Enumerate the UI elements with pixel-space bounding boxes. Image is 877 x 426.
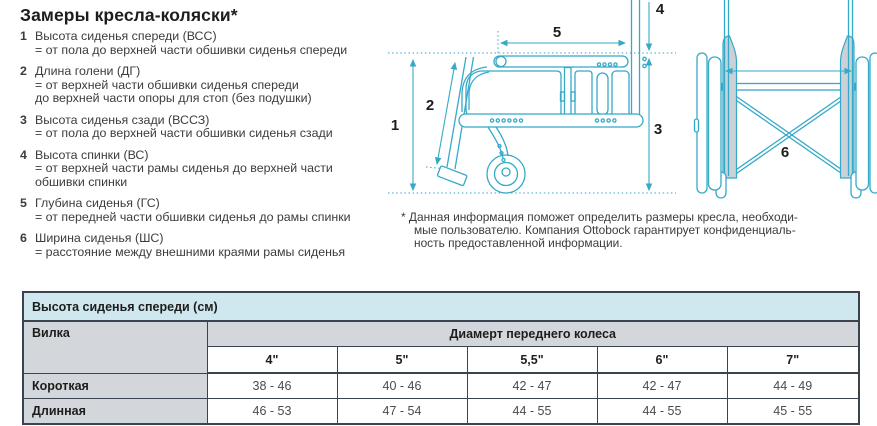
footnote: * Данная информация поможет определить р… bbox=[401, 210, 798, 250]
front-frame-tube bbox=[461, 66, 488, 112]
cross-brace bbox=[729, 91, 849, 179]
row-label: Короткая bbox=[22, 372, 208, 399]
dim-label-4: 4 bbox=[656, 1, 665, 18]
side-guard-panel bbox=[465, 70, 562, 118]
dim-label-5: 5 bbox=[553, 24, 561, 41]
side-guard-panel bbox=[574, 70, 593, 118]
rail-holes bbox=[489, 118, 617, 123]
dim-label-2: 2 bbox=[426, 97, 434, 114]
table-row: Длинная 46 - 53 47 - 54 44 - 55 44 - 55 … bbox=[22, 398, 860, 425]
table-cell: 44 - 55 bbox=[466, 398, 598, 425]
caster-fork bbox=[495, 126, 509, 157]
measurement-number: 5 bbox=[20, 196, 27, 210]
measurement-number: 4 bbox=[20, 147, 27, 162]
measurement-number: 2 bbox=[20, 64, 27, 78]
measurement-name: Длина голени (ДГ) bbox=[35, 64, 141, 78]
axle-notch bbox=[693, 118, 700, 133]
column-header: 4" bbox=[206, 346, 338, 374]
caster-hub bbox=[501, 167, 511, 177]
table-cell: 40 - 46 bbox=[336, 372, 468, 399]
table-cell: 45 - 55 bbox=[726, 398, 860, 425]
caster-wheel bbox=[486, 154, 526, 194]
front-frame-tube bbox=[468, 71, 490, 110]
rear-wheel-tire bbox=[869, 52, 877, 194]
table-row: Короткая 38 - 46 40 - 46 42 - 47 42 - 47… bbox=[22, 372, 860, 399]
measurement-desc: = от пола до верхней части обшивки сиден… bbox=[35, 42, 348, 57]
legrest-tube bbox=[454, 56, 475, 170]
dim-label-6: 6 bbox=[781, 144, 789, 161]
page-title: Замеры кресла-коляски* bbox=[20, 5, 238, 25]
caster-wheel-inner bbox=[493, 161, 519, 187]
measurement-number: 1 bbox=[20, 29, 27, 43]
measurement-name: Высота сиденья сзади (ВССЗ) bbox=[35, 112, 210, 127]
adjustment-hole bbox=[607, 62, 613, 67]
dim-line-2 bbox=[434, 61, 458, 166]
row-label: Длинная bbox=[22, 398, 208, 425]
column-header: 5" bbox=[336, 346, 468, 374]
rear-wheel bbox=[707, 56, 722, 191]
fork-hole bbox=[501, 157, 506, 163]
measurement-name: Высота спинки (ВС) bbox=[35, 147, 149, 162]
table-cell: 44 - 55 bbox=[596, 398, 728, 425]
rear-wheel bbox=[855, 56, 870, 191]
side-guard-panel bbox=[611, 70, 630, 118]
frame-tab bbox=[559, 91, 566, 102]
measurement-name: Глубина сиденья (ГС) bbox=[35, 196, 160, 210]
table-cell: 46 - 53 bbox=[206, 398, 338, 425]
column-header: 7" bbox=[726, 346, 860, 374]
table-cell: 42 - 47 bbox=[466, 372, 598, 399]
table-title-row: Высота сиденья спереди (см) bbox=[22, 291, 860, 322]
adjustment-hole bbox=[613, 62, 618, 67]
table-cell: 44 - 49 bbox=[726, 372, 860, 399]
column-header: 6" bbox=[596, 346, 728, 374]
table-cell: 42 - 47 bbox=[596, 372, 728, 399]
seat-tube bbox=[493, 55, 629, 68]
measurement-number: 3 bbox=[20, 112, 27, 127]
dim-label-1: 1 bbox=[391, 117, 399, 134]
measurement-number: 6 bbox=[20, 231, 27, 245]
table-columns-row: 4" 5" 5,5" 6" 7" bbox=[23, 346, 860, 374]
measurement-name: Ширина сиденья (ШС) bbox=[35, 231, 164, 245]
column-header: 5,5" bbox=[466, 346, 598, 374]
adjustment-hole bbox=[642, 56, 647, 62]
legrest-tube bbox=[446, 56, 467, 168]
table-title: Высота сиденья спереди (см) bbox=[22, 291, 860, 322]
footplate bbox=[436, 165, 468, 187]
measurement-item: 6 Ширина сиденья (ШС) = расстояние между… bbox=[20, 231, 388, 259]
bottom-rail bbox=[458, 113, 644, 128]
measurement-item: 1 Высота сиденья спереди (ВСС) = от пола… bbox=[20, 29, 388, 57]
dim-label-3: 3 bbox=[654, 121, 662, 138]
fork-hole bbox=[497, 143, 502, 149]
frame-capsule bbox=[596, 72, 609, 116]
rear-view bbox=[693, 0, 877, 199]
measurement-desc: = от верхней части рамы сиденья до верхн… bbox=[35, 161, 333, 189]
fork-header: Вилка bbox=[22, 320, 208, 374]
seat-pivot bbox=[495, 55, 507, 68]
side-view bbox=[388, 0, 676, 194]
wheel-diameter-header: Диамерт переднего колеса bbox=[206, 320, 860, 347]
fork-hole bbox=[499, 150, 504, 156]
measurement-list: 1 Высота сиденья спереди (ВСС) = от пола… bbox=[20, 29, 388, 267]
measurement-desc: = от пола до верхней части обшивки сиден… bbox=[35, 126, 333, 140]
measurement-item: 5 Глубина сиденья (ГС) = от передней час… bbox=[20, 196, 388, 224]
caster-fork bbox=[487, 126, 504, 159]
wheelchair-diagram: 1 2 3 4 5 6 bbox=[378, 0, 877, 204]
measurement-item: 2 Длина голени (ДГ) = от верхней части о… bbox=[20, 64, 388, 106]
adjustment-hole bbox=[596, 62, 602, 67]
measurement-desc: = от верхней части обшивки сиденья спере… bbox=[35, 77, 312, 105]
measurement-name: Высота сиденья спереди (ВСС) bbox=[35, 29, 217, 43]
table-cell: 47 - 54 bbox=[336, 398, 468, 425]
adjustment-hole bbox=[642, 63, 647, 69]
frame-connector bbox=[563, 66, 572, 119]
seat-height-table: Высота сиденья спереди (см) Вилка Диамер… bbox=[22, 291, 860, 425]
rear-seat-rail bbox=[721, 82, 856, 91]
measurement-desc: = от передней части обшивки сиденья до р… bbox=[35, 209, 351, 224]
measurement-item: 4 Высота спинки (ВС) = от верхней части … bbox=[20, 147, 388, 190]
measurement-item: 3 Высота сиденья сзади (ВССЗ) = от пола … bbox=[20, 112, 388, 141]
measurement-desc: = расстояние между внешними краями рамы … bbox=[35, 244, 346, 259]
table-cell: 38 - 46 bbox=[206, 372, 338, 399]
adjustment-hole bbox=[602, 62, 607, 67]
table-group-row: Вилка Диамерт переднего колеса bbox=[22, 320, 860, 374]
